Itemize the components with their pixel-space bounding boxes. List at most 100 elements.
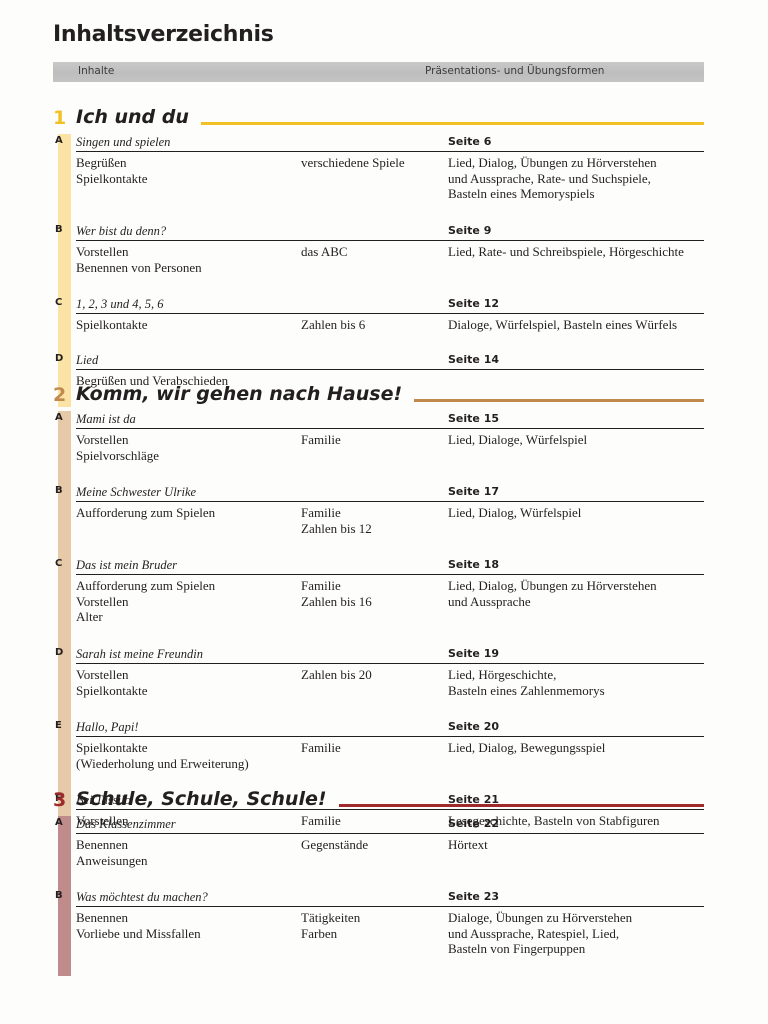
unit-page-reference[interactable]: Seite 21	[448, 793, 500, 806]
unit-cell-wortschatz: Familie Zahlen bis 16	[301, 578, 372, 609]
unit-page-reference[interactable]: Seite 12	[448, 297, 500, 310]
unit-content: Benennen Vorliebe und Missfallen Tätigkei…	[76, 907, 704, 976]
unit-header: C 1, 2, 3 und 4, 5, 6 Seite 12	[55, 296, 704, 314]
unit-page-reference[interactable]: Seite 6	[448, 135, 492, 148]
unit-cell-praesentationsformen: Lesegeschichte, Basteln von Stabfiguren	[448, 813, 660, 828]
unit-cell-inhalte: Vorstellen	[76, 813, 129, 828]
unit-letter: D	[55, 647, 64, 658]
unit-header: F Bei Tassilo Seite 21	[55, 792, 704, 810]
unit-cell-praesentationsformen: Lied, Dialog, Übungen zu Hörverstehen un…	[448, 578, 657, 609]
unit-cell-inhalte: Vorstellen Benennen von Personen	[76, 244, 202, 275]
unit-cell-wortschatz: Tätigkeiten Farben	[301, 910, 361, 941]
unit-cell-praesentationsformen: Hörtext	[448, 837, 488, 852]
unit-content: Vorstellen Familie Lesegeschichte, Basteln…	[76, 810, 704, 847]
unit-cell-praesentationsformen: Lied, Dialog, Übungen zu Hörverstehen un…	[448, 155, 657, 201]
chapter-block: 2 Komm, wir gehen nach Hause! A Mami ist da…	[53, 381, 704, 847]
chapter-number: 3	[53, 789, 67, 811]
unit-cell-inhalte: Benennen Vorliebe und Missfallen	[76, 910, 201, 941]
chapter-header: 2 Komm, wir gehen nach Hause!	[53, 381, 704, 411]
unit-page-reference[interactable]: Seite 18	[448, 558, 500, 571]
unit-page-reference[interactable]: Seite 17	[448, 485, 500, 498]
page-title: Inhaltsverzeichnis	[53, 22, 274, 47]
unit-cell-inhalte: Vorstellen Spielkontakte	[76, 667, 148, 698]
unit-letter: F	[55, 793, 62, 804]
column-header-praesentationsformen: Präsentations- und Übungsformen	[425, 65, 605, 77]
chapter-block: 1 Ich und du A Singen und spielen Seite 6 Beg…	[53, 104, 704, 407]
unit-content: Spielkontakte (Wiederholung und Erweiter…	[76, 737, 704, 792]
unit-header: B Was möchtest du machen? Seite 23	[55, 889, 704, 907]
unit-cell-praesentationsformen: Dialoge, Würfelspiel, Basteln eines Würf…	[448, 317, 678, 332]
unit-content: Vorstellen Spielkontakte Zahlen bis 20 Lie…	[76, 664, 704, 719]
unit-header: A Mami ist da Seite 15	[55, 411, 704, 429]
unit-row: A Singen und spielen Seite 6 Begrüßen Spiel…	[53, 134, 704, 223]
unit-content: Aufforderung zum Spielen Vorstellen Alte…	[76, 575, 704, 646]
unit-list: A Singen und spielen Seite 6 Begrüßen Spiel…	[53, 134, 704, 407]
unit-letter: C	[55, 558, 63, 569]
unit-content: Benennen Anweisungen Gegenstände Hörtext	[76, 834, 704, 889]
unit-title: Hallo, Papi!	[76, 720, 139, 734]
chapter-number: 1	[53, 107, 67, 129]
chapter-body: A Singen und spielen Seite 6 Begrüßen Spiel…	[53, 134, 704, 407]
unit-cell-wortschatz: Gegenstände	[301, 837, 369, 852]
unit-row: D Lied Seite 14 Begrüßen und Verabschieden	[53, 352, 704, 407]
chapter-number: 2	[53, 384, 67, 406]
unit-page-reference[interactable]: Seite 23	[448, 890, 500, 903]
unit-cell-inhalte: Spielkontakte (Wiederholung und Erweiter…	[76, 740, 249, 771]
unit-cell-praesentationsformen: Lied, Rate- und Schreibspiele, Hörgeschi…	[448, 244, 684, 259]
unit-title: 1, 2, 3 und 4, 5, 6	[76, 297, 164, 311]
unit-row: C Das ist mein Bruder Seite 18 Aufforderung…	[53, 557, 704, 646]
unit-cell-inhalte: Aufforderung zum Spielen Vorstellen Alte…	[76, 578, 216, 624]
unit-title: Was möchtest du machen?	[76, 890, 208, 904]
unit-cell-wortschatz: Familie	[301, 740, 341, 755]
unit-title: Das Klassenzimmer	[76, 817, 176, 831]
unit-cell-inhalte: Spielkontakte	[76, 317, 148, 332]
unit-cell-praesentationsformen: Lied, Hörgeschichte, Basteln eines Zahle…	[448, 667, 605, 698]
unit-list: A Das Klassenzimmer Seite 22 Benennen Anwei…	[53, 816, 704, 976]
unit-cell-praesentationsformen: Lied, Dialog, Würfelspiel	[448, 505, 582, 520]
unit-row: B Meine Schwester Ulrike Seite 17 Aufforder…	[53, 484, 704, 557]
unit-content: Vorstellen Benennen von Personen das ABC L…	[76, 241, 704, 296]
unit-cell-praesentationsformen: Dialoge, Übungen zu Hörverstehen und Aus…	[448, 910, 633, 956]
unit-page-reference[interactable]: Seite 19	[448, 647, 500, 660]
unit-row: B Wer bist du denn? Seite 9 Vorstellen Bene…	[53, 223, 704, 296]
unit-row: A Mami ist da Seite 15 Vorstellen Spielvors…	[53, 411, 704, 484]
chapter-block: 3 Schule, Schule, Schule! A Das Klassenzimm…	[53, 786, 704, 976]
unit-cell-inhalte: Aufforderung zum Spielen	[76, 505, 216, 520]
unit-letter: C	[55, 297, 63, 308]
chapter-color-bar	[58, 411, 71, 847]
unit-cell-inhalte: Vorstellen Spielvorschläge	[76, 432, 160, 463]
unit-page-reference[interactable]: Seite 14	[448, 353, 500, 366]
unit-page-reference[interactable]: Seite 22	[448, 817, 500, 830]
unit-cell-praesentationsformen: Lied, Dialog, Bewegungsspiel	[448, 740, 606, 755]
chapter-color-bar	[58, 816, 71, 976]
chapter-rule	[201, 122, 704, 125]
unit-letter: E	[55, 720, 62, 731]
unit-content: Aufforderung zum Spielen Familie Zahlen b…	[76, 502, 704, 557]
unit-title: Meine Schwester Ulrike	[76, 485, 197, 499]
chapter-title: Komm, wir gehen nach Hause!	[76, 383, 403, 405]
chapter-rule	[339, 804, 704, 807]
unit-title: Lied	[76, 353, 99, 367]
unit-row: C 1, 2, 3 und 4, 5, 6 Seite 12 Spielkontakt…	[53, 296, 704, 352]
chapter-header: 3 Schule, Schule, Schule!	[53, 786, 704, 816]
chapter-title: Schule, Schule, Schule!	[76, 788, 327, 810]
chapter-color-bar	[58, 134, 71, 407]
unit-title: Das ist mein Bruder	[76, 558, 178, 572]
unit-title: Bei Tassilo	[76, 793, 131, 807]
unit-cell-inhalte: Benennen Anweisungen	[76, 837, 148, 868]
unit-row: A Das Klassenzimmer Seite 22 Benennen Anwei…	[53, 816, 704, 889]
unit-page-reference[interactable]: Seite 9	[448, 224, 492, 237]
unit-letter: A	[55, 135, 63, 146]
unit-header: B Wer bist du denn? Seite 9	[55, 223, 704, 241]
unit-page-reference[interactable]: Seite 15	[448, 412, 500, 425]
unit-page-reference[interactable]: Seite 20	[448, 720, 500, 733]
unit-header: C Das ist mein Bruder Seite 18	[55, 557, 704, 575]
unit-title: Singen und spielen	[76, 135, 171, 149]
unit-cell-wortschatz: Familie	[301, 432, 341, 447]
unit-cell-praesentationsformen: Lied, Dialoge, Würfelspiel	[448, 432, 588, 447]
column-header-inhalte: Inhalte	[78, 65, 115, 77]
unit-letter: B	[55, 224, 63, 235]
unit-cell-wortschatz: Familie	[301, 813, 341, 828]
unit-cell-wortschatz: Zahlen bis 20	[301, 667, 372, 682]
